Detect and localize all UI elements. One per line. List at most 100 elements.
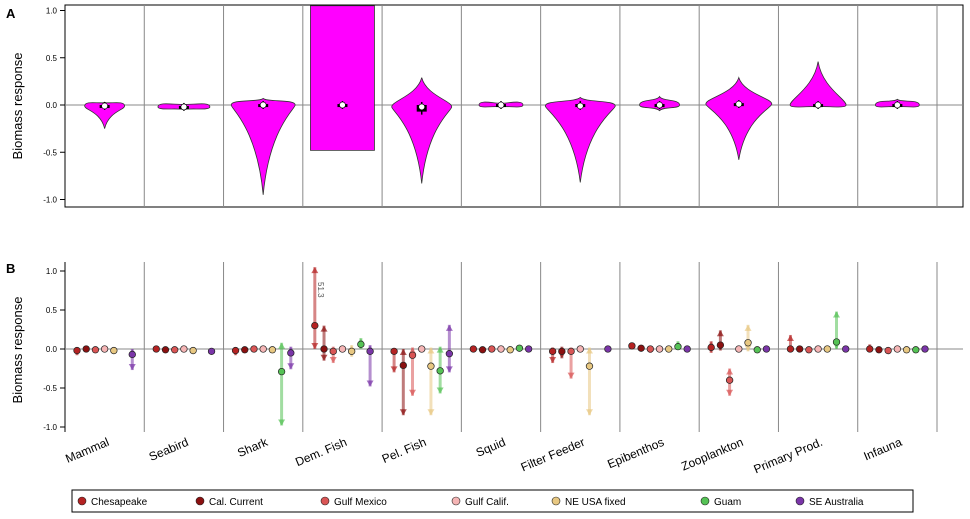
panel-a-ylabel: Biomass response bbox=[10, 53, 25, 160]
panel-b-ytick-label: -1.0 bbox=[43, 423, 57, 432]
legend-marker bbox=[320, 496, 330, 506]
marker-chesapeake bbox=[628, 342, 636, 350]
legend-item: NE USA fixed bbox=[551, 496, 626, 508]
range-arrow-down bbox=[445, 366, 453, 373]
marker-chesapeake bbox=[231, 346, 240, 356]
violin-body bbox=[544, 96, 616, 183]
marker-cal-current bbox=[875, 346, 883, 354]
panel-b-plot: 51.3 -1.0 -0.5 0.0 0.5 1.0 bbox=[43, 262, 963, 432]
panel-b-ytick-label: 1.0 bbox=[46, 267, 58, 276]
panel-b-ytick-label: 0.5 bbox=[46, 306, 58, 315]
data-point bbox=[805, 346, 813, 354]
data-point bbox=[418, 345, 426, 353]
marker-cal-current bbox=[558, 346, 566, 359]
data-point bbox=[287, 349, 295, 357]
marker-guam bbox=[674, 341, 682, 351]
data-point bbox=[436, 367, 444, 375]
panel-a-ytick-label: 0.0 bbox=[46, 101, 58, 110]
range-arrow-down bbox=[726, 389, 734, 396]
marker-gulf-mexico bbox=[250, 345, 258, 353]
marker-se-australia bbox=[683, 345, 691, 353]
legend-item: SE Australia bbox=[795, 496, 864, 508]
data-point bbox=[585, 362, 594, 370]
data-point bbox=[753, 346, 761, 354]
marker-ne-usa-fixed bbox=[110, 346, 118, 355]
marker-ne-usa-fixed bbox=[506, 346, 514, 354]
data-point bbox=[716, 341, 725, 349]
marker-chesapeake bbox=[548, 347, 557, 364]
data-point bbox=[366, 347, 374, 355]
data-point bbox=[180, 345, 188, 353]
data-point bbox=[893, 345, 902, 353]
x-label: Mammal bbox=[63, 435, 111, 466]
marker-gulf-mexico bbox=[884, 346, 892, 355]
range-arrow-down bbox=[427, 409, 435, 416]
violin-mammal bbox=[84, 101, 126, 129]
range-arrow-up bbox=[311, 267, 319, 274]
marker-cal-current bbox=[161, 346, 170, 354]
data-point bbox=[329, 347, 337, 355]
marker-gulf-calif- bbox=[576, 345, 584, 353]
range-arrow-up bbox=[744, 324, 752, 331]
marker-se-australia bbox=[445, 324, 454, 373]
violin-median-point bbox=[497, 101, 505, 109]
marker-gulf-calif- bbox=[180, 345, 188, 353]
data-point bbox=[390, 347, 398, 355]
legend-item: Cal. Current bbox=[195, 496, 263, 508]
legend-marker bbox=[77, 496, 87, 506]
range-arrow-up bbox=[833, 311, 841, 318]
marker-ne-usa-fixed bbox=[744, 324, 752, 352]
panel-a-ytick-label: 1.0 bbox=[46, 7, 58, 16]
legend-item: Gulf Calif. bbox=[451, 496, 509, 508]
marker-ne-usa-fixed bbox=[665, 345, 673, 353]
marker-gulf-mexico bbox=[171, 346, 179, 354]
data-point bbox=[814, 345, 822, 353]
violin-body bbox=[705, 76, 773, 160]
marker-chesapeake bbox=[866, 344, 874, 353]
marker-cal-current bbox=[637, 344, 645, 352]
data-point bbox=[548, 347, 557, 355]
data-point bbox=[445, 350, 454, 358]
x-label: Primary Prod. bbox=[752, 435, 825, 477]
data-point bbox=[399, 361, 407, 370]
marker-gulf-mexico bbox=[646, 345, 654, 353]
data-point bbox=[707, 343, 715, 352]
violin-median-point bbox=[339, 101, 346, 109]
marker-se-australia bbox=[842, 345, 850, 353]
marker-gulf-mexico bbox=[329, 346, 337, 364]
violin-median-point bbox=[894, 101, 901, 109]
data-point bbox=[268, 346, 277, 354]
range-arrow-up bbox=[399, 349, 407, 355]
violin-seabird bbox=[157, 102, 211, 111]
range-arrow-down bbox=[287, 363, 295, 370]
marker-chesapeake bbox=[469, 345, 478, 353]
range-arrow-down bbox=[549, 357, 557, 364]
data-point bbox=[320, 345, 328, 353]
range-arrow-down bbox=[567, 372, 575, 379]
x-label: Seabird bbox=[147, 435, 191, 464]
legend-marker bbox=[700, 496, 710, 506]
panel-a-label: A bbox=[6, 6, 16, 21]
range-arrow-down bbox=[399, 409, 407, 416]
marker-gulf-mexico bbox=[567, 347, 575, 379]
data-point bbox=[100, 345, 109, 353]
marker-gulf-calif- bbox=[100, 345, 109, 353]
range-arrow-up bbox=[716, 330, 724, 337]
marker-guam bbox=[753, 346, 761, 354]
panel-b-label: B bbox=[6, 261, 15, 276]
marker-gulf-calif- bbox=[893, 345, 902, 353]
marker-ne-usa-fixed bbox=[585, 347, 594, 416]
data-point bbox=[567, 347, 575, 355]
data-point bbox=[515, 344, 524, 352]
violin-median-point bbox=[259, 101, 267, 109]
violin-primary-prod- bbox=[789, 61, 847, 109]
marker-gulf-mexico bbox=[725, 368, 734, 396]
violin-median-point bbox=[418, 103, 426, 111]
marker-ne-usa-fixed bbox=[902, 346, 911, 354]
data-point bbox=[912, 346, 920, 354]
range-arrow-up bbox=[409, 347, 417, 354]
marker-chesapeake bbox=[152, 345, 160, 353]
violin-dem-fish bbox=[310, 5, 375, 151]
data-point bbox=[665, 345, 673, 353]
legend-item: Gulf Mexico bbox=[320, 496, 387, 508]
